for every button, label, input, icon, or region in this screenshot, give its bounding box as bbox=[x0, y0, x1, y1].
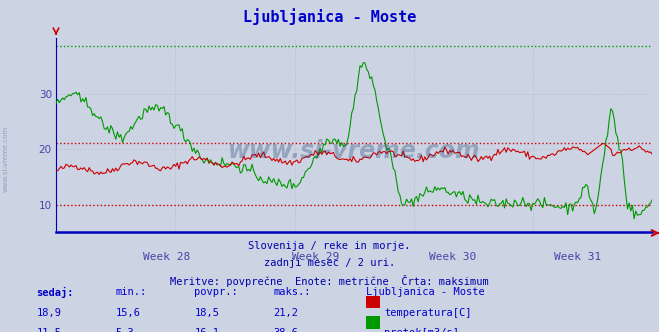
Text: Meritve: povprečne  Enote: metrične  Črta: maksimum: Meritve: povprečne Enote: metrične Črta:… bbox=[170, 275, 489, 287]
Text: Slovenija / reke in morje.: Slovenija / reke in morje. bbox=[248, 241, 411, 251]
Text: 38,6: 38,6 bbox=[273, 328, 299, 332]
Text: 5,3: 5,3 bbox=[115, 328, 134, 332]
Text: povpr.:: povpr.: bbox=[194, 287, 238, 297]
Text: 18,5: 18,5 bbox=[194, 308, 219, 318]
Text: min.:: min.: bbox=[115, 287, 146, 297]
Text: www.si-vreme.com: www.si-vreme.com bbox=[228, 139, 480, 163]
Text: Week 30: Week 30 bbox=[429, 252, 476, 262]
Text: 11,5: 11,5 bbox=[36, 328, 61, 332]
Text: zadnji mesec / 2 uri.: zadnji mesec / 2 uri. bbox=[264, 258, 395, 268]
Text: pretok[m3/s]: pretok[m3/s] bbox=[384, 328, 459, 332]
Text: 16,1: 16,1 bbox=[194, 328, 219, 332]
Text: sedaj:: sedaj: bbox=[36, 287, 74, 298]
Text: Ljubljanica - Moste: Ljubljanica - Moste bbox=[366, 287, 484, 297]
Text: 18,9: 18,9 bbox=[36, 308, 61, 318]
Text: Week 28: Week 28 bbox=[143, 252, 190, 262]
Text: 21,2: 21,2 bbox=[273, 308, 299, 318]
Text: temperatura[C]: temperatura[C] bbox=[384, 308, 472, 318]
Text: maks.:: maks.: bbox=[273, 287, 311, 297]
Text: www.si-vreme.com: www.si-vreme.com bbox=[2, 126, 9, 193]
Text: 15,6: 15,6 bbox=[115, 308, 140, 318]
Text: Week 31: Week 31 bbox=[554, 252, 602, 262]
Text: Week 29: Week 29 bbox=[292, 252, 339, 262]
Text: Ljubljanica - Moste: Ljubljanica - Moste bbox=[243, 8, 416, 25]
